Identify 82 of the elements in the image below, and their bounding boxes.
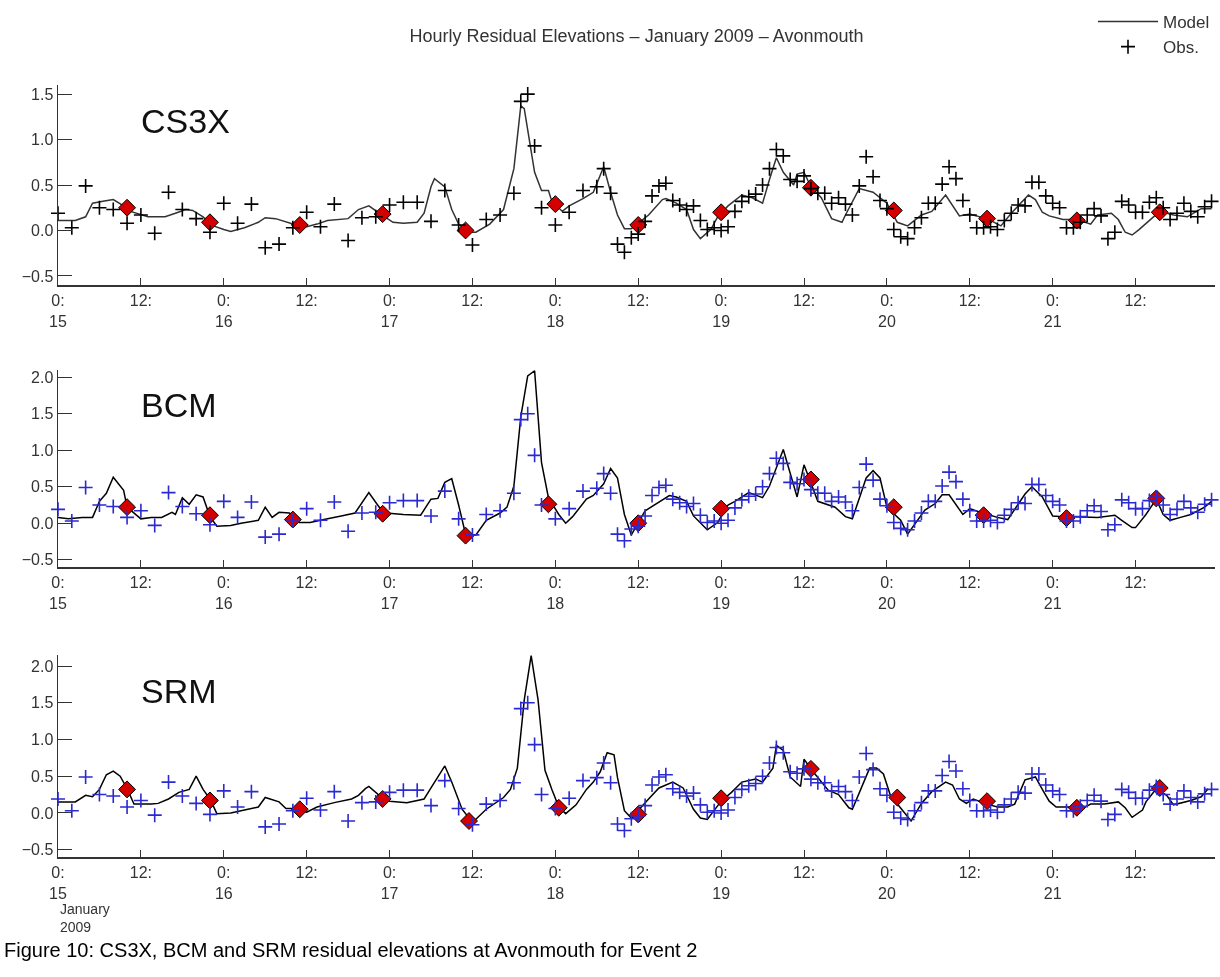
annotation: BCM bbox=[141, 386, 217, 424]
point bbox=[888, 788, 907, 807]
x-tick-label: 0: 15 bbox=[49, 573, 67, 612]
x-tick-label: 12: bbox=[792, 291, 816, 309]
x-tick-label: 12: bbox=[461, 291, 484, 309]
x-tick-label: 12: bbox=[461, 863, 484, 881]
legend-label: Obs. bbox=[1163, 38, 1199, 58]
legend-label: Model bbox=[1163, 13, 1210, 33]
y-tick-label: 1.0 bbox=[31, 731, 54, 749]
x-tick-label: 0: 20 bbox=[878, 573, 896, 612]
x-tick-label: 0: 17 bbox=[380, 291, 399, 330]
text: January 2009 bbox=[60, 901, 110, 936]
point bbox=[546, 195, 565, 214]
x-tick-label: 0: 20 bbox=[878, 291, 896, 330]
chart-title: Hourly Residual Elevations – January 2009 – Avonmouth bbox=[409, 26, 864, 47]
point bbox=[978, 792, 996, 811]
x-tick-label: 12: bbox=[129, 291, 153, 309]
y-tick-label: −0.5 bbox=[21, 551, 54, 569]
point bbox=[978, 209, 996, 228]
x-tick-label: 12: bbox=[129, 573, 153, 591]
y-tick-label: 0.0 bbox=[31, 222, 54, 240]
caption: Figure 10: CS3X, BCM and SRM residual elevations at Avonmouth for Event 2 bbox=[4, 939, 698, 961]
x-tick-label: 12: bbox=[792, 573, 816, 591]
x-tick-label: 12: bbox=[958, 291, 981, 309]
y-tick-label: 0.5 bbox=[31, 767, 54, 785]
x-tick-label: 0: 21 bbox=[1043, 863, 1062, 902]
y-tick-label: 1.5 bbox=[31, 405, 54, 423]
point bbox=[201, 213, 219, 232]
x-tick-label: 12: bbox=[295, 291, 318, 309]
y-tick-label: 0.0 bbox=[31, 804, 54, 822]
y-tick-label: 2.0 bbox=[31, 368, 54, 386]
y-tick-label: −0.5 bbox=[21, 267, 54, 285]
point bbox=[456, 221, 475, 240]
point bbox=[712, 203, 731, 222]
x-tick-label: 12: bbox=[792, 863, 816, 881]
x-tick-label: 12: bbox=[627, 863, 650, 881]
x-tick-label: 0: 18 bbox=[546, 573, 565, 612]
x-tick-label: 12: bbox=[627, 291, 650, 309]
annotation: CS3X bbox=[141, 102, 230, 140]
x-tick-label: 12: bbox=[627, 573, 650, 591]
x-tick-label: 0: 20 bbox=[878, 863, 896, 902]
x-tick-label: 12: bbox=[295, 863, 318, 881]
x-tick-label: 12: bbox=[1124, 573, 1147, 591]
x-tick-label: 0: 19 bbox=[712, 573, 731, 612]
x-tick-label: 12: bbox=[461, 573, 484, 591]
x-tick-label: 12: bbox=[958, 573, 981, 591]
y-tick-label: 1.0 bbox=[31, 131, 54, 149]
y-tick-label: 2.0 bbox=[31, 657, 54, 675]
x-tick-label: 0: 17 bbox=[380, 863, 399, 902]
x-tick-label: 0: 15 bbox=[49, 863, 67, 902]
point bbox=[118, 498, 137, 517]
x-tick-label: 0: 21 bbox=[1043, 291, 1062, 330]
y-tick-label: 0.0 bbox=[31, 514, 54, 532]
x-tick-label: 12: bbox=[129, 863, 153, 881]
x-tick-label: 12: bbox=[958, 863, 981, 881]
x-tick-label: 0: 19 bbox=[712, 291, 731, 330]
x-tick-label: 12: bbox=[1124, 291, 1147, 309]
x-tick-label: 0: 16 bbox=[214, 573, 233, 612]
point bbox=[712, 789, 731, 808]
point bbox=[201, 791, 219, 810]
point bbox=[118, 198, 137, 217]
point bbox=[201, 506, 219, 525]
point bbox=[884, 201, 903, 220]
x-tick-label: 0: 21 bbox=[1043, 573, 1062, 612]
x-tick-label: 12: bbox=[295, 573, 318, 591]
x-tick-label: 0: 15 bbox=[49, 291, 67, 330]
point bbox=[712, 499, 731, 518]
x-tick-label: 0: 16 bbox=[214, 291, 233, 330]
x-tick-label: 12: bbox=[1124, 863, 1147, 881]
x-tick-label: 0: 19 bbox=[712, 863, 731, 902]
y-tick-label: 0.5 bbox=[31, 478, 54, 496]
x-tick-label: 0: 18 bbox=[546, 291, 565, 330]
x-tick-label: 0: 16 bbox=[214, 863, 233, 902]
point bbox=[118, 780, 137, 799]
x-tick-label: 0: 18 bbox=[546, 863, 565, 902]
y-tick-label: 1.5 bbox=[31, 85, 54, 103]
x-tick-label: 0: 17 bbox=[380, 573, 399, 612]
annotation: SRM bbox=[141, 672, 217, 710]
y-tick-label: −0.5 bbox=[21, 841, 54, 859]
y-tick-label: 1.0 bbox=[31, 441, 54, 459]
y-tick-label: 0.5 bbox=[31, 176, 54, 194]
y-tick-label: 1.5 bbox=[31, 694, 54, 712]
